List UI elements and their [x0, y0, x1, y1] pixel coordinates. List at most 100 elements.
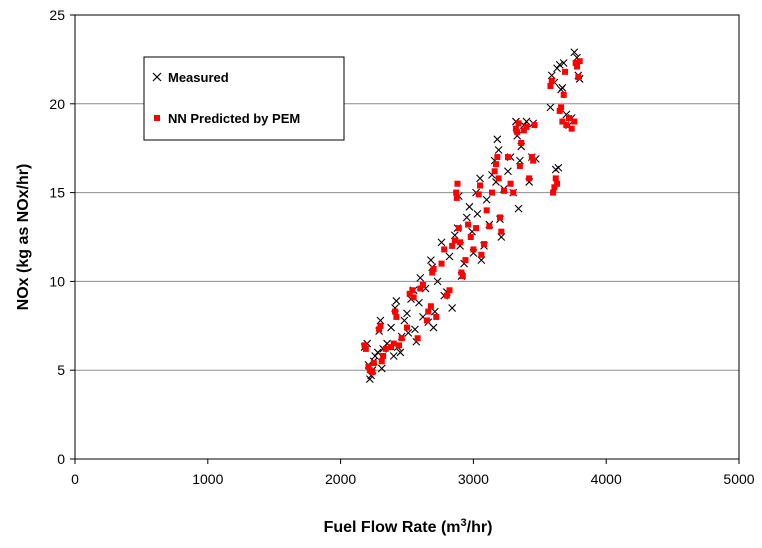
predicted-point — [396, 342, 403, 349]
predicted-point — [492, 161, 499, 168]
measured-point — [416, 273, 425, 282]
predicted-point — [380, 352, 387, 359]
predicted-point — [494, 154, 501, 161]
predicted-point — [566, 115, 573, 122]
predicted-point — [433, 313, 440, 320]
legend: Measured NN Predicted by PEM — [143, 56, 345, 141]
predicted-point — [388, 344, 395, 351]
predicted-point — [458, 269, 465, 276]
predicted-point — [556, 107, 563, 114]
y-tick-label: 25 — [49, 7, 65, 23]
measured-point — [482, 195, 491, 204]
y-axis-title: NOx (kg as NOx/hr) — [15, 164, 32, 311]
measured-point — [400, 316, 409, 325]
predicted-point — [558, 104, 565, 111]
x-tick-label: 0 — [71, 471, 79, 487]
predicted-point — [568, 125, 575, 132]
measured-point — [514, 204, 523, 213]
measured-point — [433, 277, 442, 286]
predicted-point — [547, 83, 554, 90]
predicted-point — [390, 340, 397, 347]
predicted-point — [576, 58, 583, 65]
predicted-point — [571, 118, 578, 125]
measured-point — [504, 167, 512, 176]
predicted-point — [406, 290, 413, 297]
predicted-point — [518, 139, 525, 146]
predicted-point — [393, 313, 400, 320]
measured-point — [411, 325, 419, 334]
predicted-point — [528, 154, 535, 161]
predicted-point — [496, 214, 503, 221]
predicted-point — [473, 225, 480, 232]
predicted-point — [523, 123, 530, 130]
predicted-point — [551, 184, 558, 191]
x-tick-label: 4000 — [591, 471, 622, 487]
predicted-point — [504, 154, 511, 161]
measured-point — [427, 256, 435, 264]
y-tick-label: 20 — [49, 96, 65, 112]
predicted-point — [365, 363, 372, 370]
x-tick-label: 1000 — [192, 471, 223, 487]
predicted-point — [515, 120, 522, 127]
predicted-point — [486, 223, 493, 230]
predicted-point — [382, 345, 389, 352]
x-tick-label: 3000 — [458, 471, 489, 487]
predicted-point — [531, 122, 538, 129]
predicted-point — [554, 180, 561, 187]
measured-point — [387, 323, 395, 332]
x-tick-label: 2000 — [325, 471, 356, 487]
data-marks — [360, 48, 584, 383]
predicted-point — [449, 242, 456, 249]
measured-point — [437, 238, 446, 247]
predicted-point — [572, 59, 579, 66]
predicted-point — [457, 239, 464, 246]
measured-point — [553, 64, 561, 73]
legend-box — [143, 56, 345, 141]
predicted-point — [477, 182, 484, 189]
measured-point — [465, 202, 474, 211]
measured-point — [554, 163, 563, 172]
measured-point — [429, 323, 438, 332]
plot-area-border — [74, 14, 740, 460]
x-axis-ticks: 0 1000 2000 3000 4000 5000 — [71, 459, 755, 487]
legend-marker-predicted — [154, 115, 160, 121]
predicted-point — [441, 246, 448, 253]
predicted-point — [512, 125, 519, 132]
predicted-point — [491, 168, 498, 175]
predicted-point — [430, 265, 437, 272]
predicted-point — [419, 281, 426, 288]
predicted-point — [475, 191, 482, 198]
predicted-point — [516, 162, 523, 169]
predicted-point — [465, 221, 472, 228]
legend-label-predicted: NN Predicted by PEM — [168, 111, 300, 126]
measured-point — [494, 146, 503, 154]
predicted-point — [455, 225, 462, 232]
measured-point — [445, 252, 454, 261]
predicted-point — [392, 308, 399, 315]
predicted-point — [453, 194, 460, 201]
measured-point — [396, 348, 405, 357]
measured-point — [546, 103, 555, 112]
predicted-point — [510, 189, 517, 196]
x-axis-title-tail: /hr) — [467, 519, 493, 536]
y-tick-label: 5 — [57, 362, 65, 378]
predicted-point — [369, 368, 376, 375]
measured-point — [403, 309, 411, 318]
measured-point — [473, 210, 482, 218]
y-tick-label: 0 — [57, 451, 65, 467]
legend-label-measured: Measured — [168, 70, 229, 85]
predicted-point — [563, 122, 570, 129]
predicted-point — [398, 335, 405, 342]
predicted-point — [377, 322, 384, 329]
predicted-point — [429, 269, 436, 276]
legend-marker-measured — [152, 72, 162, 82]
measured-point — [558, 83, 567, 92]
measured-point — [392, 297, 401, 305]
predicted-point — [467, 234, 474, 240]
predicted-point — [454, 180, 461, 187]
measured-point — [377, 364, 386, 373]
predicted-point — [451, 237, 458, 244]
predicted-point — [438, 260, 445, 267]
measured-point — [555, 60, 564, 69]
predicted-point — [483, 207, 490, 214]
